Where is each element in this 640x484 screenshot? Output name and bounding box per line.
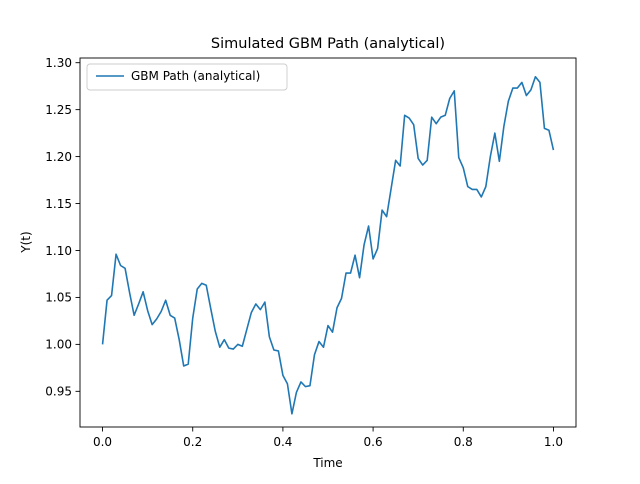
series-line-gbm-path xyxy=(101,75,555,415)
chart-title: Simulated GBM Path (analytical) xyxy=(211,36,445,52)
x-tick-label: 1.0 xyxy=(544,435,563,449)
y-tick-label: 1.25 xyxy=(45,103,72,117)
x-tick-label: 0.8 xyxy=(454,435,473,449)
x-axis: 0.0 0.2 0.4 0.6 0.8 1.0 xyxy=(93,427,563,449)
legend-box xyxy=(86,63,288,91)
y-tick-label: 1.20 xyxy=(45,150,72,164)
y-tick-label: 1.15 xyxy=(45,197,72,211)
y-tick-label: 1.00 xyxy=(45,338,72,352)
x-tick-label: 0.0 xyxy=(93,435,112,449)
y-tick-label: 1.10 xyxy=(45,244,72,258)
plot-area: 0.0 0.2 0.4 0.6 0.8 1.0 0.95 1.00 1.05 1.10 1.15 1… xyxy=(45,56,577,449)
y-tick-label: 1.30 xyxy=(45,56,72,70)
legend-label: GBM Path (analytical) xyxy=(131,69,260,83)
y-axis-label: Y(t) xyxy=(19,231,33,253)
axes-frame xyxy=(79,57,577,428)
legend: GBM Path (analytical) xyxy=(86,63,288,91)
x-tick-label: 0.6 xyxy=(364,435,383,449)
y-tick-label: 1.05 xyxy=(45,291,72,305)
x-tick-label: 0.2 xyxy=(183,435,202,449)
x-tick-label: 0.4 xyxy=(273,435,292,449)
y-tick-label: 0.95 xyxy=(45,385,72,399)
x-axis-label: Time xyxy=(312,456,342,470)
y-axis: 0.95 1.00 1.05 1.10 1.15 1.20 1.25 1.30 xyxy=(45,56,80,399)
